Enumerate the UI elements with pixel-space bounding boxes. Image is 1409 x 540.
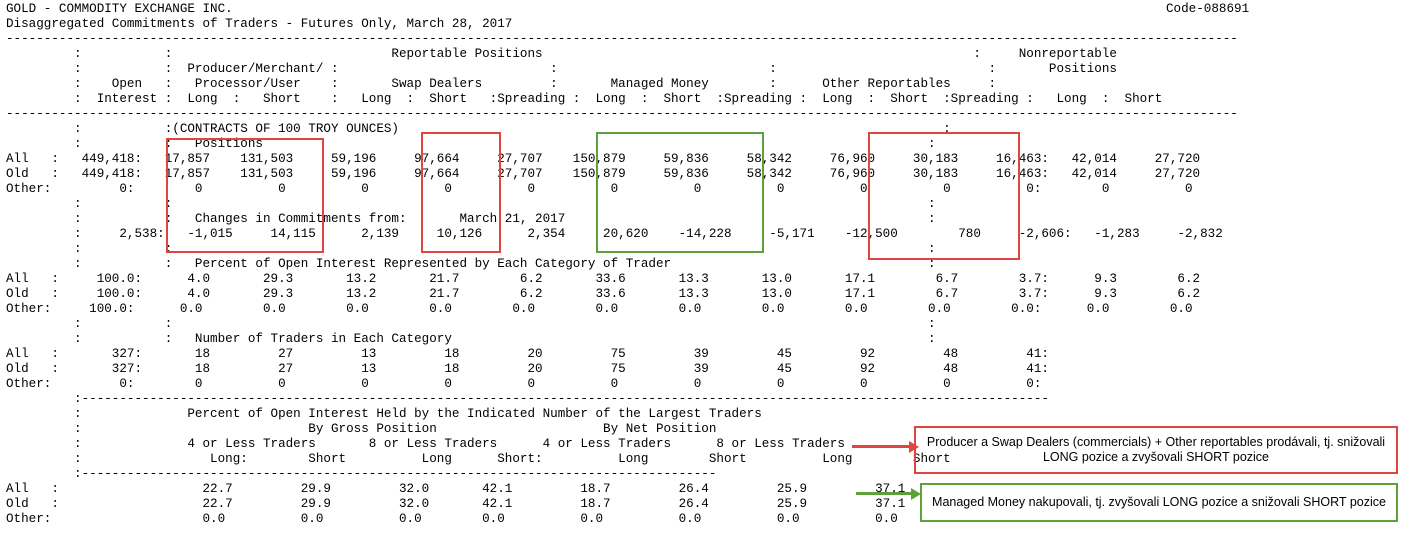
report-line: : : Changes in Commitments from: March 2… xyxy=(6,212,936,226)
report-line: : : Positions : xyxy=(6,137,936,151)
report-line: : Percent of Open Interest Held by the I… xyxy=(6,407,762,421)
report-line: Old : 100.0: 4.0 29.3 13.2 21.7 6.2 33.6… xyxy=(6,287,1201,301)
green-annotation-note: Managed Money nakupovali, tj. zvyšovali … xyxy=(920,483,1398,522)
swap-dealers-short-highlight-box xyxy=(421,132,501,253)
report-line: : 4 or Less Traders 8 or Less Traders 4 … xyxy=(6,437,845,451)
report-line: : Long: Short Long Short: Long Short Lon… xyxy=(6,452,951,466)
report-line: : : : xyxy=(6,317,936,331)
cot-report-text: GOLD - COMMODITY EXCHANGE INC. Disaggreg… xyxy=(6,2,1238,527)
report-line: :---------------------------------------… xyxy=(6,467,717,481)
report-line: : By Gross Position By Net Position xyxy=(6,422,717,436)
report-line: : : Reportable Positions : Nonreportable xyxy=(6,47,1117,61)
report-code: Code-088691 xyxy=(1166,2,1250,16)
report-line: : : : xyxy=(6,242,936,256)
report-line: Other: 0: 0 0 0 0 0 0 0 0 0 0 0: 0 0 xyxy=(6,182,1193,196)
report-line: : : Producer/Merchant/ : : : : Positions xyxy=(6,62,1117,76)
red-arrow-icon xyxy=(852,440,919,453)
report-line: Old : 22.7 29.9 32.0 42.1 18.7 26.4 25.9… xyxy=(6,497,906,511)
report-line: All : 100.0: 4.0 29.3 13.2 21.7 6.2 33.6… xyxy=(6,272,1201,286)
managed-money-highlight-box xyxy=(596,132,764,253)
report-line: Other: 0.0 0.0 0.0 0.0 0.0 0.0 0.0 0.0 xyxy=(6,512,898,526)
green-arrow-icon xyxy=(856,487,921,500)
report-line: : Open : Processor/User : Swap Dealers :… xyxy=(6,77,997,91)
report-line: Old : 327: 18 27 13 18 20 75 39 45 92 48… xyxy=(6,362,1049,376)
report-line: Other: 100.0: 0.0 0.0 0.0 0.0 0.0 0.0 0.… xyxy=(6,302,1193,316)
report-line: Old : 449,418: 17,857 131,503 59,196 97,… xyxy=(6,167,1201,181)
red-annotation-note: Producer a Swap Dealers (commercials) + … xyxy=(914,426,1398,474)
report-line: : : : xyxy=(6,197,936,211)
report-line: : : Percent of Open Interest Represented… xyxy=(6,257,936,271)
report-line: : :(CONTRACTS OF 100 TROY OUNCES) : xyxy=(6,122,951,136)
report-line: ----------------------------------------… xyxy=(6,32,1238,46)
report-line: : Interest : Long : Short : Long : Short… xyxy=(6,92,1163,106)
report-line: : 2,538: -1,015 14,115 2,139 10,126 2,35… xyxy=(6,227,1223,241)
red-annotation-text: Producer a Swap Dealers (commercials) + … xyxy=(926,435,1386,464)
report-line: GOLD - COMMODITY EXCHANGE INC. xyxy=(6,2,233,16)
report-line: :---------------------------------------… xyxy=(6,392,1049,406)
other-reportables-highlight-box xyxy=(868,132,1020,260)
report-line: All : 22.7 29.9 32.0 42.1 18.7 26.4 25.9… xyxy=(6,482,906,496)
producer-merchant-highlight-box xyxy=(166,138,324,253)
report-line: ----------------------------------------… xyxy=(6,107,1238,121)
report-line: All : 449,418: 17,857 131,503 59,196 97,… xyxy=(6,152,1201,166)
green-annotation-text: Managed Money nakupovali, tj. zvyšovali … xyxy=(932,495,1386,509)
report-line: Disaggregated Commitments of Traders - F… xyxy=(6,17,513,31)
report-line: Other: 0: 0 0 0 0 0 0 0 0 0 0 0: xyxy=(6,377,1042,391)
report-line: : : Number of Traders in Each Category : xyxy=(6,332,936,346)
report-line: All : 327: 18 27 13 18 20 75 39 45 92 48… xyxy=(6,347,1049,361)
